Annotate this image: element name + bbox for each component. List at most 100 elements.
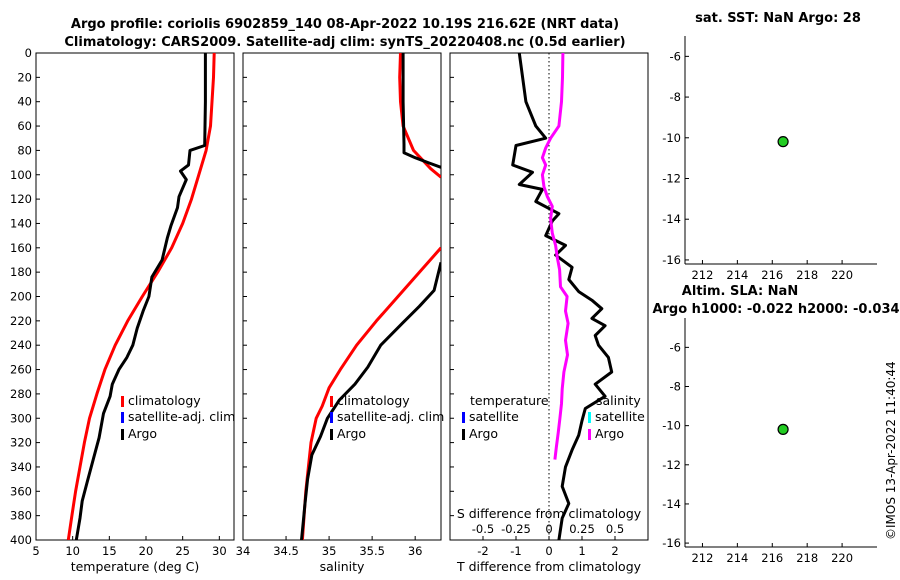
x-tick-label: 30	[212, 544, 227, 558]
x-tick-label: 214	[726, 268, 748, 282]
y-tick-label: 140	[10, 216, 32, 230]
legend-label: climatology	[337, 393, 410, 408]
temperature-series-0	[66, 53, 216, 540]
header-line-2: Climatology: CARS2009. Satellite-adj cli…	[64, 35, 625, 50]
legend-swatch	[330, 412, 333, 423]
x-tick-label: 218	[796, 551, 818, 565]
x-tick-label: 34.5	[273, 544, 299, 558]
y-tick-label: -10	[662, 419, 681, 433]
salinity-xlabel: salinity	[320, 559, 365, 574]
sst-title: sat. SST: NaN Argo: 28	[695, 11, 861, 26]
sla-title-1: Altim. SLA: NaN	[682, 284, 798, 299]
s-tick-label: 0.25	[569, 522, 595, 536]
y-tick-label: 340	[10, 460, 32, 474]
y-tick-label: 40	[17, 95, 32, 109]
y-tick-label: 80	[17, 143, 32, 157]
y-tick-label: 120	[10, 192, 32, 206]
y-tick-label: 400	[10, 533, 32, 547]
x-tick-label: 1	[578, 544, 585, 558]
x-tick-label: 0	[545, 544, 552, 558]
y-tick-label: 0	[25, 46, 32, 60]
legend-label: satellite	[469, 409, 519, 424]
legend-swatch	[121, 396, 124, 407]
temperature-series-group	[66, 53, 216, 540]
legend-label: Argo	[128, 426, 157, 441]
y-tick-label: -16	[662, 536, 681, 550]
legend-swatch	[121, 412, 124, 423]
y-tick-label: -14	[662, 497, 681, 511]
legend-swatch	[330, 429, 333, 440]
y-tick-label: -8	[670, 380, 681, 394]
temperature-xlabel: temperature (deg C)	[71, 559, 200, 574]
timestamp-stamp: ©IMOS 13-Apr-2022 11:40:44	[884, 361, 898, 540]
y-tick-label: 300	[10, 411, 32, 425]
legend-swatch	[330, 396, 333, 407]
legend-label: Argo	[595, 426, 624, 441]
x-tick-label: 5	[32, 544, 39, 558]
x-tick-label: 20	[139, 544, 154, 558]
salinity-series-3	[300, 262, 441, 540]
legend-label: Argo	[337, 426, 366, 441]
x-tick-label: 216	[761, 268, 783, 282]
legend-label: satellite	[595, 409, 645, 424]
legend-label: climatology	[128, 393, 201, 408]
x-tick-label: 214	[726, 551, 748, 565]
legend-swatch	[588, 429, 591, 440]
legend-temperature-title: temperature	[470, 393, 549, 408]
salinity-series-2	[401, 53, 441, 169]
y-tick-label: -6	[670, 49, 681, 63]
y-tick-label: 180	[10, 265, 32, 279]
legend-label: Argo	[469, 426, 498, 441]
salinity-series-group	[300, 53, 441, 540]
temperature-series-1	[74, 53, 207, 540]
legend-swatch	[121, 429, 124, 440]
x-tick-label: 218	[796, 268, 818, 282]
s-tick-label: -0.25	[501, 522, 531, 536]
y-tick-label: 320	[10, 436, 32, 450]
y-tick-label: 20	[17, 70, 32, 84]
difference-series-0	[511, 53, 614, 540]
x-tick-label: 25	[175, 544, 190, 558]
y-tick-label: -8	[670, 90, 681, 104]
s-tick-label: 0	[545, 522, 552, 536]
x-tick-label: 220	[831, 551, 853, 565]
salinity-axes	[242, 52, 442, 541]
y-tick-label: 380	[10, 509, 32, 523]
legend-swatch	[462, 412, 465, 423]
y-tick-label: 160	[10, 241, 32, 255]
y-tick-label: -12	[662, 172, 681, 186]
y-tick-label: 240	[10, 338, 32, 352]
sst_map-argo-marker	[777, 136, 789, 148]
difference-xlabel-top: S difference from climatology	[457, 506, 642, 521]
x-tick-label: 36	[408, 544, 423, 558]
difference-xlabel: T difference from climatology	[456, 559, 642, 574]
legend-swatch	[462, 429, 465, 440]
x-tick-label: 216	[761, 551, 783, 565]
x-tick-label: 2	[611, 544, 618, 558]
legend-salinity-title: salinity	[596, 393, 641, 408]
x-tick-label: 212	[691, 268, 713, 282]
legend-swatch	[588, 412, 591, 423]
y-tick-label: 60	[17, 119, 32, 133]
difference-series-group	[511, 53, 614, 540]
y-tick-label: 220	[10, 314, 32, 328]
y-tick-label: -14	[662, 212, 681, 226]
x-tick-label: 15	[102, 544, 117, 558]
x-tick-label: -1	[510, 544, 521, 558]
x-tick-label: 34	[236, 544, 251, 558]
y-tick-label: 100	[10, 168, 32, 182]
x-tick-label: 35.5	[359, 544, 385, 558]
x-tick-label: -2	[477, 544, 488, 558]
y-tick-label: -10	[662, 131, 681, 145]
sla-title-2: Argo h1000: -0.022 h2000: -0.034	[652, 302, 899, 317]
s-tick-label: 0.5	[606, 522, 624, 536]
difference-series-1	[540, 53, 570, 460]
y-tick-label: 200	[10, 290, 32, 304]
x-tick-label: 10	[65, 544, 80, 558]
y-tick-label: 360	[10, 484, 32, 498]
header-line-1: Argo profile: coriolis 6902859_140 08-Ap…	[71, 17, 619, 32]
x-tick-label: 212	[691, 551, 713, 565]
x-tick-label: 220	[831, 268, 853, 282]
